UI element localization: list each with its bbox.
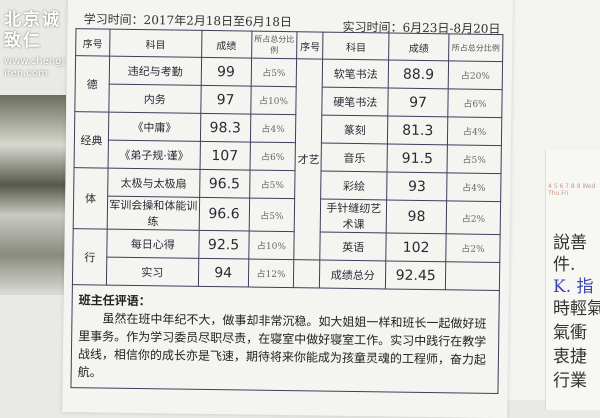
ratio-cell: 占10%: [250, 86, 297, 115]
category-cell: 行: [72, 228, 108, 286]
ratio-cell: 占4%: [249, 114, 297, 143]
header-no: 序号: [297, 31, 324, 60]
score-cell: 81.3: [387, 115, 448, 145]
total-score: 92.45: [385, 260, 446, 290]
score-cell: 107: [199, 141, 250, 171]
ratio-cell: 占12%: [247, 259, 295, 288]
calendar-strip: 4 5 6 7 8 9 Wed Thu Fri: [548, 183, 596, 197]
book-edge: [0, 95, 66, 295]
watermark-logo: 北京诚致仁: [4, 10, 61, 51]
header-score: 成绩: [201, 30, 252, 59]
subject-cell: 硬笔书法: [322, 87, 389, 116]
subject-cell: 《弟子规·谨》: [107, 140, 201, 170]
ratio-cell: 占4%: [447, 116, 502, 146]
score-cell: 96.5: [199, 169, 250, 199]
subject-cell: 实习: [106, 257, 199, 287]
subject-cell: 手针缝纫艺术课: [320, 199, 387, 233]
total-label: 成绩总分: [319, 260, 386, 289]
subject-cell: 军训会操和体能训练: [107, 196, 200, 231]
handwriting: 氣衝: [553, 323, 587, 343]
empty-cell: [293, 259, 321, 289]
ratio-cell: 占5%: [248, 198, 296, 232]
score-cell: 88.9: [388, 59, 449, 89]
ratio-cell: 占5%: [447, 144, 502, 174]
comment-text: 虽然在班中年纪不大，做事却非常沉稳。如大姐姐一样和班长一起做好班里事务。作为学习…: [77, 311, 487, 380]
ratio-cell: 占2%: [445, 233, 501, 263]
score-table: 序号 科目 成绩 所占总分比例 序号 科目 成绩 所占总分比例德违纪与考勤 99 占5% 才艺 软笔书…: [72, 28, 504, 291]
subject-cell: 违纪与考勤: [109, 56, 202, 86]
teacher-comment: 班主任评语： 虽然在班中年纪不大，做事却非常沉稳。如大姐姐一样和班长一起做好班里…: [70, 285, 500, 395]
ratio-cell: 占10%: [248, 231, 295, 260]
empty-cell: [445, 261, 500, 291]
subject-cell: 英语: [320, 232, 387, 261]
score-cell: 97: [387, 87, 449, 117]
header-score: 成绩: [388, 32, 450, 61]
handwriting: K. 指: [553, 277, 594, 297]
handwriting: 衷捷: [553, 347, 587, 367]
score-cell: 93: [386, 171, 448, 201]
ratio-cell: 占20%: [448, 60, 503, 90]
ratio-cell: 占6%: [249, 142, 296, 171]
score-cell: 97: [200, 85, 251, 115]
report-body: 序号 科目 成绩 所占总分比例 序号 科目 成绩 所占总分比例德违纪与考勤 99 占5% 才艺 软笔书…: [70, 28, 505, 395]
header-ratio: 所占总分比例: [448, 33, 503, 62]
score-cell: 98: [386, 199, 447, 234]
score-cell: 99: [200, 57, 252, 87]
handwriting: 行業: [553, 371, 587, 391]
score-cell: 102: [385, 232, 447, 262]
ratio-cell: 占5%: [250, 58, 298, 87]
subject-cell: 太极与太极扇: [107, 168, 200, 198]
score-cell: 92.5: [198, 230, 249, 260]
handwriting: 說善: [553, 233, 587, 253]
subject-cell: 《中庸》: [108, 112, 201, 142]
report-card: 学习时间：2017年2月18日至6月18日 实习时间：6月23日-8月20日 序…: [62, 0, 513, 418]
subject-cell: 软笔书法: [322, 59, 389, 88]
score-cell: 91.5: [387, 143, 448, 173]
subject-cell: 内务: [108, 84, 201, 114]
category-cell: 德: [74, 55, 110, 113]
handwriting: 時輕氣: [553, 299, 600, 319]
ratio-cell: 占4%: [446, 172, 502, 202]
ratio-cell: 占6%: [447, 88, 503, 118]
header-ratio: 所占总分比例: [251, 31, 298, 59]
category-cell: 才艺: [294, 58, 323, 261]
ratio-cell: 占2%: [446, 200, 501, 235]
notebook: [545, 150, 600, 410]
score-cell: 96.6: [198, 197, 250, 232]
study-time: 学习时间：2017年2月18日至6月18日: [83, 12, 293, 30]
category-cell: 体: [73, 167, 108, 230]
header-subject: 科目: [109, 29, 202, 58]
subject-cell: 音乐: [321, 143, 388, 172]
handwriting: 件.: [553, 255, 576, 275]
category-cell: 经典: [74, 111, 109, 169]
watermark-url: www.chengjiren.com: [4, 56, 65, 79]
subject-cell: 彩绘: [321, 171, 388, 200]
subject-cell: 篆刻: [321, 115, 388, 144]
score-cell: 94: [198, 258, 249, 288]
subject-cell: 每日心得: [106, 229, 199, 259]
header-subject: 科目: [322, 32, 390, 60]
header-no: 序号: [75, 28, 110, 57]
score-cell: 98.3: [200, 113, 251, 143]
ratio-cell: 占5%: [249, 170, 296, 199]
